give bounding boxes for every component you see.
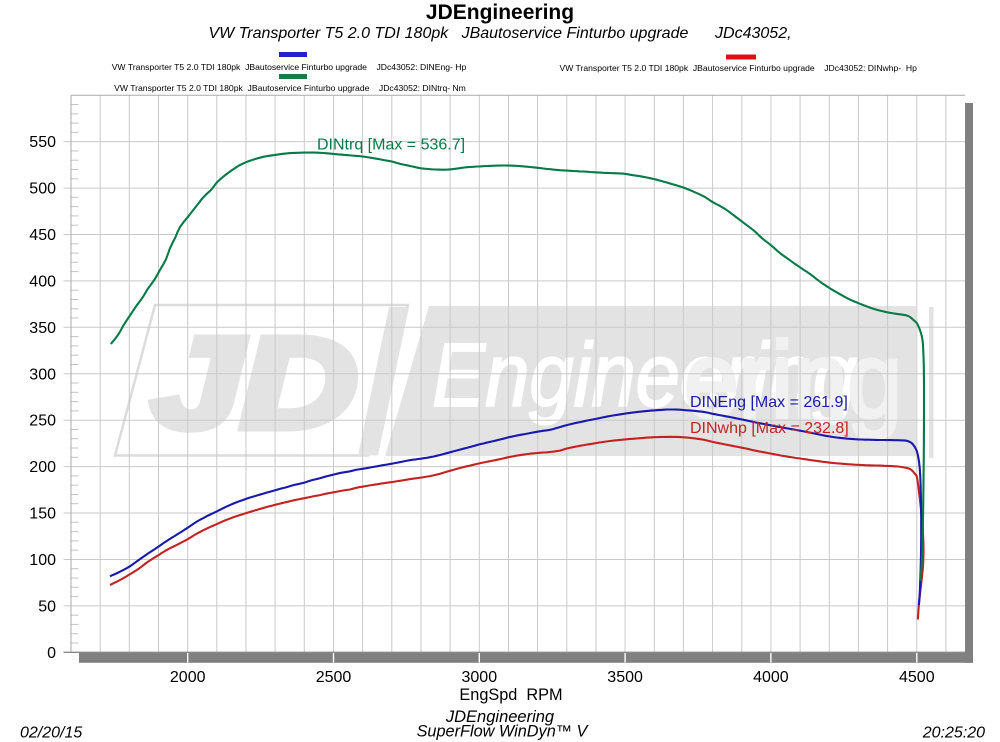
svg-text:20:25:20: 20:25:20 [922, 725, 985, 742]
svg-text:Engineering: Engineering [432, 326, 857, 426]
svg-text:550: 550 [29, 134, 56, 151]
svg-text:0: 0 [47, 645, 56, 662]
svg-text:350: 350 [29, 320, 56, 337]
svg-text:JDEngineering: JDEngineering [445, 708, 555, 726]
svg-text:DINEng [Max = 261.9]: DINEng [Max = 261.9] [690, 394, 848, 411]
svg-text:2000: 2000 [170, 669, 206, 686]
svg-text:150: 150 [29, 506, 56, 523]
svg-text:450: 450 [29, 227, 56, 244]
svg-text:VW Transporter T5 2.0 TDI 180p: VW Transporter T5 2.0 TDI 180pk JBautose… [208, 25, 791, 42]
svg-text:02/20/15: 02/20/15 [20, 725, 82, 742]
svg-text:3500: 3500 [607, 669, 643, 686]
svg-text:4500: 4500 [899, 669, 935, 686]
svg-text:EngSpd RPM: EngSpd RPM [459, 686, 562, 704]
svg-text:VW Transporter T5 2.0 TDI 180p: VW Transporter T5 2.0 TDI 180pk JBautose… [114, 83, 466, 93]
svg-text:50: 50 [38, 598, 56, 615]
svg-text:500: 500 [29, 181, 56, 198]
svg-text:400: 400 [29, 273, 56, 290]
svg-text:JD: JD [152, 312, 357, 455]
svg-text:SuperFlow WinDyn™ V: SuperFlow WinDyn™ V [417, 723, 590, 741]
svg-text:300: 300 [29, 366, 56, 383]
svg-text:DINwhp [Max = 232.8]: DINwhp [Max = 232.8] [690, 420, 849, 437]
svg-text:3000: 3000 [462, 669, 498, 686]
svg-text:250: 250 [29, 413, 56, 430]
svg-text:200: 200 [29, 459, 56, 476]
svg-text:100: 100 [29, 552, 56, 569]
svg-text:JDEngineering: JDEngineering [426, 1, 574, 24]
svg-text:2500: 2500 [316, 669, 352, 686]
svg-text:VW Transporter T5 2.0 TDI 180p: VW Transporter T5 2.0 TDI 180pk JBautose… [112, 62, 467, 72]
svg-text:VW Transporter T5 2.0 TDI 180p: VW Transporter T5 2.0 TDI 180pk JBautose… [559, 63, 917, 73]
svg-text:4000: 4000 [753, 669, 789, 686]
svg-text:DINtrq [Max = 536.7]: DINtrq [Max = 536.7] [317, 136, 465, 153]
